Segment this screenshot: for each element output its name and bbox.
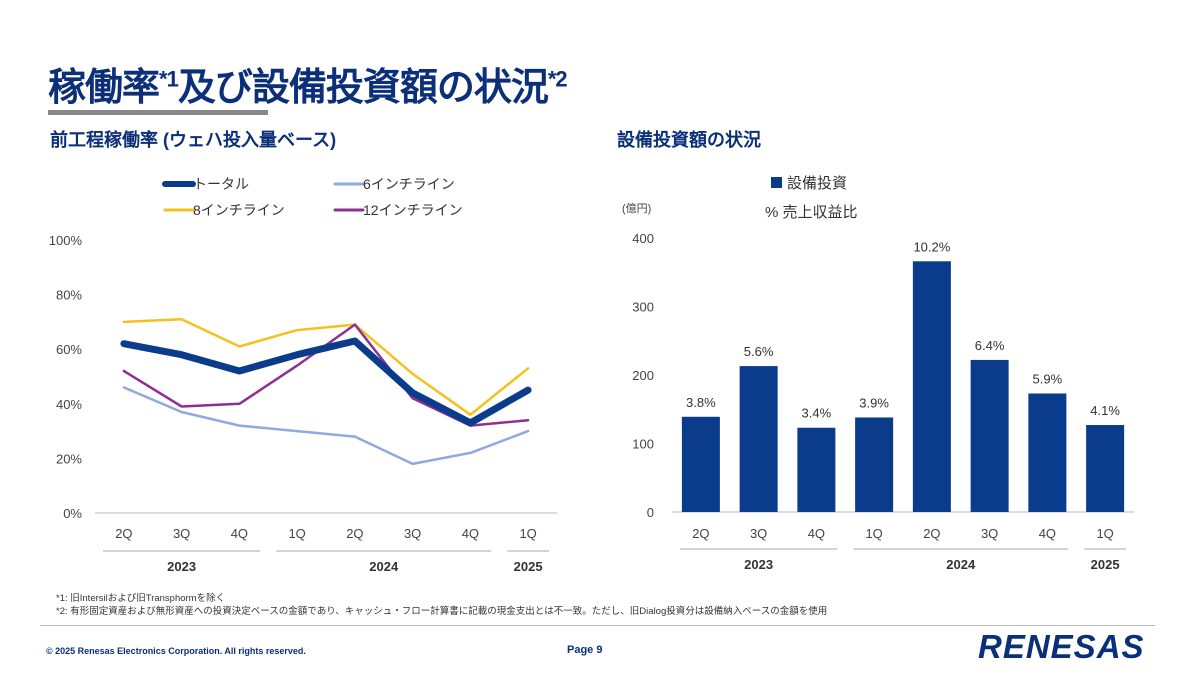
bar-unit-label: (億円) <box>622 202 651 215</box>
bar-x-tick-label: 2Q <box>692 526 709 541</box>
line-x-tick-label: 1Q <box>288 526 305 541</box>
line-y-tick-label: 80% <box>56 288 82 303</box>
page-number: Page 9 <box>567 644 603 656</box>
bar-4 <box>912 261 951 512</box>
bar-3 <box>855 417 894 512</box>
line-series-2 <box>122 317 530 416</box>
bar-x-tick-label: 2Q <box>923 526 940 541</box>
line-series-1 <box>122 386 530 466</box>
line-y-tick-label: 20% <box>56 451 82 466</box>
copyright: © 2025 Renesas Electronics Corporation. … <box>46 646 306 656</box>
line-y-tick-label: 0% <box>63 506 82 521</box>
bar-x-tick-label: 3Q <box>750 526 767 541</box>
line-x-tick-label: 1Q <box>519 526 536 541</box>
line-x-tick-label: 4Q <box>462 526 479 541</box>
bar-x-tick-label: 3Q <box>981 526 998 541</box>
bar-data-label: 3.8% <box>686 395 716 410</box>
line-legend-label: 12インチライン <box>363 202 463 218</box>
bar-data-label: 3.9% <box>859 395 889 410</box>
bar-x-tick-label: 1Q <box>1096 526 1113 541</box>
bar-x-tick-label: 4Q <box>808 526 825 541</box>
bar-y-tick-label: 200 <box>632 368 654 383</box>
bar-x-tick-label: 1Q <box>865 526 882 541</box>
line-y-tick-label: 40% <box>56 397 82 412</box>
bar-legend-label: 設備投資 <box>787 175 847 192</box>
bar-2 <box>797 427 836 512</box>
bar-legend-pct-label: % 売上収益比 <box>765 204 858 221</box>
right-section-title: 設備投資額の状況 <box>617 130 761 150</box>
bar-data-label: 6.4% <box>975 338 1005 353</box>
line-series-0 <box>120 337 532 427</box>
footer-divider <box>40 625 1155 626</box>
line-x-tick-label: 3Q <box>404 526 421 541</box>
bar-data-label: 10.2% <box>913 239 950 254</box>
bar-data-label: 5.6% <box>744 344 774 359</box>
bar-1 <box>739 366 778 512</box>
line-x-tick-label: 2Q <box>115 526 132 541</box>
line-x-tick-label: 3Q <box>173 526 190 541</box>
bar-legend-swatch <box>771 177 782 188</box>
bar-year-label: 2023 <box>744 557 773 572</box>
bar-7 <box>1086 425 1125 512</box>
footnote-2: *2: 有形固定資産および無形資産への投資決定ベースの金額であり、キャッシュ・フ… <box>56 606 828 617</box>
bar-5 <box>970 359 1009 512</box>
bar-data-label: 5.9% <box>1033 371 1063 386</box>
title-underline <box>48 110 268 115</box>
bar-y-tick-label: 100 <box>632 437 654 452</box>
line-y-tick-label: 60% <box>56 342 82 357</box>
bar-y-tick-label: 400 <box>632 231 654 246</box>
line-x-tick-label: 4Q <box>231 526 248 541</box>
bar-6 <box>1028 393 1067 512</box>
line-series-3 <box>122 323 530 427</box>
line-year-label: 2023 <box>167 559 196 574</box>
line-year-label: 2024 <box>369 559 399 574</box>
renesas-logo: RENESAS <box>978 628 1145 665</box>
bar-year-label: 2024 <box>946 557 976 572</box>
bar-data-label: 4.1% <box>1090 403 1120 418</box>
footnotes: *1: 旧Intersilおよび旧Transphormを除く *2: 有形固定資… <box>56 592 827 618</box>
bar-0 <box>681 416 720 512</box>
page-title: 稼働率*1及び設備投資額の状況*2 <box>48 66 568 109</box>
line-legend-label: 8インチライン <box>193 202 285 218</box>
bar-y-tick-label: 300 <box>632 300 654 315</box>
line-y-tick-label: 100% <box>49 233 83 248</box>
left-section-title: 前工程稼働率 (ウェハ投入量ベース) <box>50 130 337 150</box>
line-legend-label: 6インチライン <box>363 176 455 192</box>
bar-year-label: 2025 <box>1091 557 1120 572</box>
line-x-tick-label: 2Q <box>346 526 363 541</box>
line-year-label: 2025 <box>514 559 543 574</box>
line-legend-label: トータル <box>193 176 249 192</box>
bar-data-label: 3.4% <box>802 406 832 421</box>
footnote-1: *1: 旧Intersilおよび旧Transphormを除く <box>56 593 226 604</box>
bar-x-tick-label: 4Q <box>1039 526 1056 541</box>
bar-y-tick-label: 0 <box>647 505 654 520</box>
